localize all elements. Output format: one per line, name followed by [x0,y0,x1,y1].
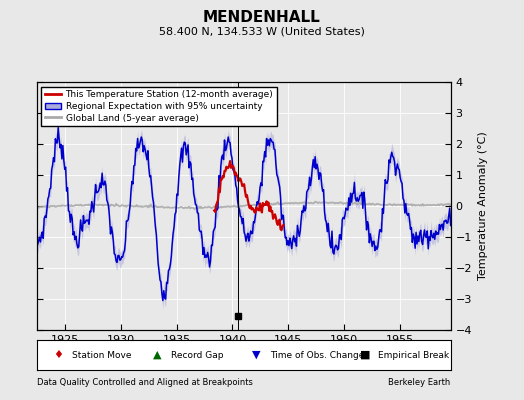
Text: ▲: ▲ [152,350,161,360]
Text: Record Gap: Record Gap [171,350,224,360]
Text: 58.400 N, 134.533 W (United States): 58.400 N, 134.533 W (United States) [159,26,365,36]
Text: Station Move: Station Move [72,350,132,360]
Legend: This Temperature Station (12-month average), Regional Expectation with 95% uncer: This Temperature Station (12-month avera… [41,86,277,126]
Text: ■: ■ [359,350,370,360]
Text: Berkeley Earth: Berkeley Earth [388,378,451,387]
Text: ▼: ▼ [252,350,260,360]
Text: Data Quality Controlled and Aligned at Breakpoints: Data Quality Controlled and Aligned at B… [37,378,253,387]
Text: ♦: ♦ [53,350,63,360]
Text: MENDENHALL: MENDENHALL [203,10,321,25]
Text: Time of Obs. Change: Time of Obs. Change [270,350,365,360]
Y-axis label: Temperature Anomaly (°C): Temperature Anomaly (°C) [477,132,487,280]
Text: Empirical Break: Empirical Break [378,350,449,360]
